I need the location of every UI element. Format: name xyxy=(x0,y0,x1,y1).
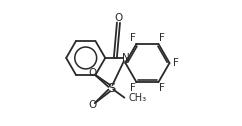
Text: N: N xyxy=(121,53,129,63)
Text: F: F xyxy=(159,83,165,93)
Text: F: F xyxy=(173,58,179,68)
Text: CH₃: CH₃ xyxy=(128,93,146,103)
Text: O: O xyxy=(88,100,96,110)
Text: F: F xyxy=(130,83,136,93)
Text: F: F xyxy=(130,33,136,43)
Text: O: O xyxy=(88,68,96,78)
Text: O: O xyxy=(114,13,123,23)
Text: F: F xyxy=(159,33,165,43)
Text: S: S xyxy=(107,82,115,95)
